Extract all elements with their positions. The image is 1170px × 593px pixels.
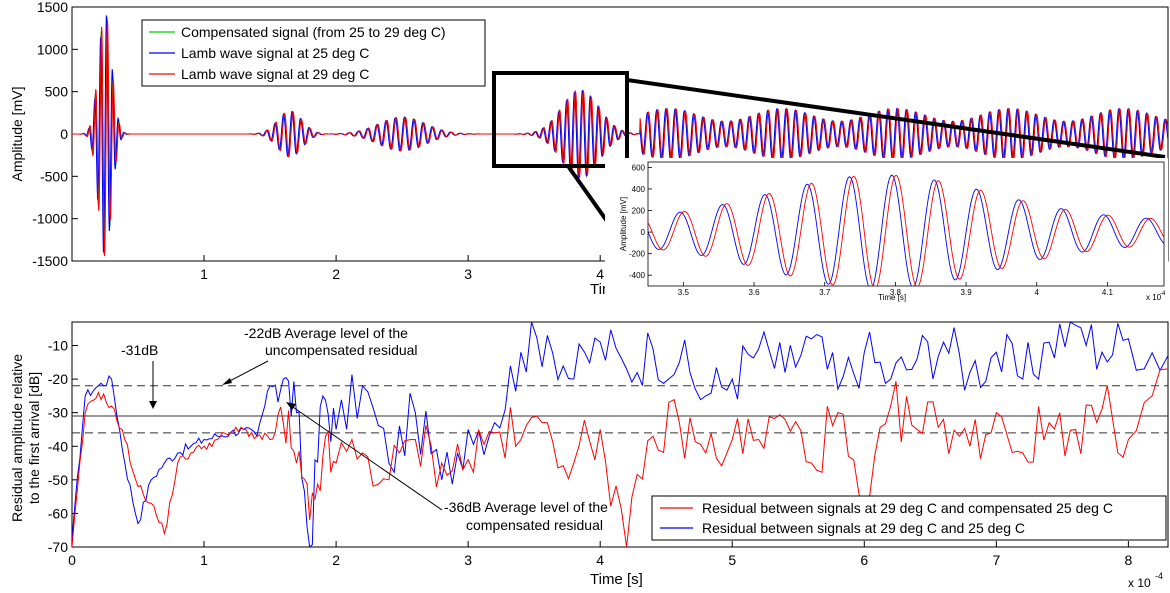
top-y-tick-label: 1500 [37, 0, 68, 15]
top-y-tick-label: -500 [40, 168, 68, 184]
bottom-x-tick-label: 4 [596, 552, 604, 568]
top-x-tick-label: 1 [200, 266, 208, 282]
top-x-tick-label: 3 [464, 266, 472, 282]
top-legend-label-compensated: Compensated signal (from 25 to 29 deg C) [181, 24, 446, 40]
annotation-36db-line2: compensated residual [466, 517, 603, 533]
bottom-x-scale-exponent: -4 [1155, 571, 1163, 581]
inset-x-axis-ticks: 3.5 3.6 3.7 3.8 3.9 4 4.1 [678, 282, 1114, 297]
bottom-y-axis-ticks: -10 -20 -30 -40 -50 -60 -70 [48, 338, 78, 555]
inset-y-tick-label: -200 [629, 250, 646, 259]
inset-y-tick-label: 400 [632, 185, 646, 194]
inset-x-tick-label: 3.8 [890, 288, 902, 297]
bottom-legend-box [651, 495, 1167, 541]
annotation-22db-line2: uncompensated residual [265, 342, 418, 358]
inset-x-tick-label: 4.1 [1102, 288, 1114, 297]
bottom-legend-label-uncompensated: Residual between signals at 29 deg C and… [702, 520, 1025, 536]
annotation-31db-arrowhead [149, 401, 157, 409]
inset-x-tick-label: 3.5 [678, 288, 690, 297]
inset-series-29deg [648, 174, 1164, 286]
top-x-tick-label: 4 [596, 266, 604, 282]
zoom-region-box [492, 71, 629, 168]
bottom-y-tick-label: -40 [48, 438, 68, 454]
bottom-series-group [72, 322, 1168, 547]
bottom-y-tick-label: -20 [48, 371, 68, 387]
top-x-tick-label: 2 [332, 266, 340, 282]
bottom-legend-label-compensated: Residual between signals at 29 deg C and… [702, 500, 1113, 516]
bottom-x-tick-label: 8 [1124, 552, 1132, 568]
inset-y-axis-label: Amplitude [mV] [619, 197, 628, 251]
bottom-x-axis-ticks: 0 1 2 3 4 5 6 7 8 [68, 541, 1132, 568]
annotation-36db-arrowhead [286, 402, 296, 410]
top-series-group [72, 15, 1168, 257]
top-legend-box [141, 19, 486, 87]
bottom-legend: Residual between signals at 29 deg C and… [651, 495, 1167, 541]
top-x-axis-ticks: 1 2 3 4 [200, 255, 604, 282]
top-legend-label-29deg: Lamb wave signal at 29 deg C [181, 66, 369, 82]
annotation-22db-arrow [225, 360, 269, 384]
bottom-x-tick-label: 3 [464, 552, 472, 568]
zoom-connector-upper [626, 78, 1166, 159]
inset-series-group [648, 174, 1164, 286]
annotation-36db-line1: -36dB Average level of the [444, 499, 608, 515]
top-y-tick-label: 1000 [37, 41, 68, 57]
bottom-y-tick-label: -30 [48, 405, 68, 421]
inset-x-tick-label: 3.9 [961, 288, 973, 297]
inset-series-25deg [648, 174, 1164, 286]
inset-plot: 600 400 200 0 -200 -400 3.5 3.6 3.7 3.8 3.9 4 4.1 A… [605, 158, 1168, 308]
inset-y-tick-label: 0 [641, 228, 646, 237]
bottom-x-tick-label: 2 [332, 552, 340, 568]
top-series-29deg [72, 20, 1168, 257]
bottom-x-tick-label: 7 [992, 552, 1000, 568]
inset-x-tick-label: 3.6 [748, 288, 760, 297]
inset-y-tick-label: 600 [632, 163, 646, 172]
bottom-plot: -10 -20 -30 -40 -50 -60 -70 0 1 2 3 4 5 6 7 8 Residual… [9, 321, 1169, 590]
bottom-y-tick-label: -70 [48, 539, 68, 555]
top-y-axis-label: Amplitude [mV] [9, 87, 25, 182]
inset-x-tick-label: 3.7 [819, 288, 831, 297]
bottom-x-tick-label: 6 [860, 552, 868, 568]
inset-x-tick-label: 4 [1035, 288, 1040, 297]
bottom-y-axis-label-line1: Residual amplitude relative [9, 354, 25, 522]
annotation-22db-arrowhead [222, 378, 232, 385]
inset-x-axis-label: Time [s] [878, 293, 906, 302]
inset-y-tick-label: -400 [629, 271, 646, 280]
annotation-36db-arrow [289, 404, 443, 511]
top-y-tick-label: -1500 [32, 253, 68, 269]
bottom-x-tick-label: 0 [68, 552, 76, 568]
top-y-tick-label: -1000 [32, 211, 68, 227]
top-y-tick-label: 0 [60, 126, 68, 142]
bottom-x-axis-label: Time [s] [590, 571, 643, 588]
bottom-x-tick-label: 1 [200, 552, 208, 568]
inset-y-axis-ticks: 600 400 200 0 -200 -400 [629, 163, 652, 280]
bottom-y-axis-label-line2: to the first arrival [dB] [26, 372, 42, 504]
bottom-x-scale-note: x 10 [1128, 576, 1151, 590]
bottom-y-tick-label: -50 [48, 472, 68, 488]
annotation-31db: -31dB [121, 342, 158, 358]
bottom-series-compensated [72, 368, 1168, 547]
top-y-axis-ticks: 1500 1000 500 0 -500 -1000 -1500 [32, 0, 78, 269]
top-legend-label-25deg: Lamb wave signal at 25 deg C [181, 45, 369, 61]
top-legend: Compensated signal (from 25 to 29 deg C)… [141, 19, 486, 87]
top-y-tick-label: 500 [45, 84, 69, 100]
bottom-annotations: -22dB Average level of the uncompensated… [121, 325, 608, 533]
annotation-22db-line1: -22dB Average level of the [244, 325, 408, 341]
inset-x-scale-note: x 10 [1146, 293, 1162, 302]
inset-x-scale-exponent: -4 [1160, 291, 1166, 297]
bottom-x-tick-label: 5 [728, 552, 736, 568]
bottom-series-uncompensated [72, 322, 1168, 547]
bottom-y-tick-label: -60 [48, 505, 68, 521]
bottom-y-tick-label: -10 [48, 338, 68, 354]
inset-y-tick-label: 200 [632, 207, 646, 216]
